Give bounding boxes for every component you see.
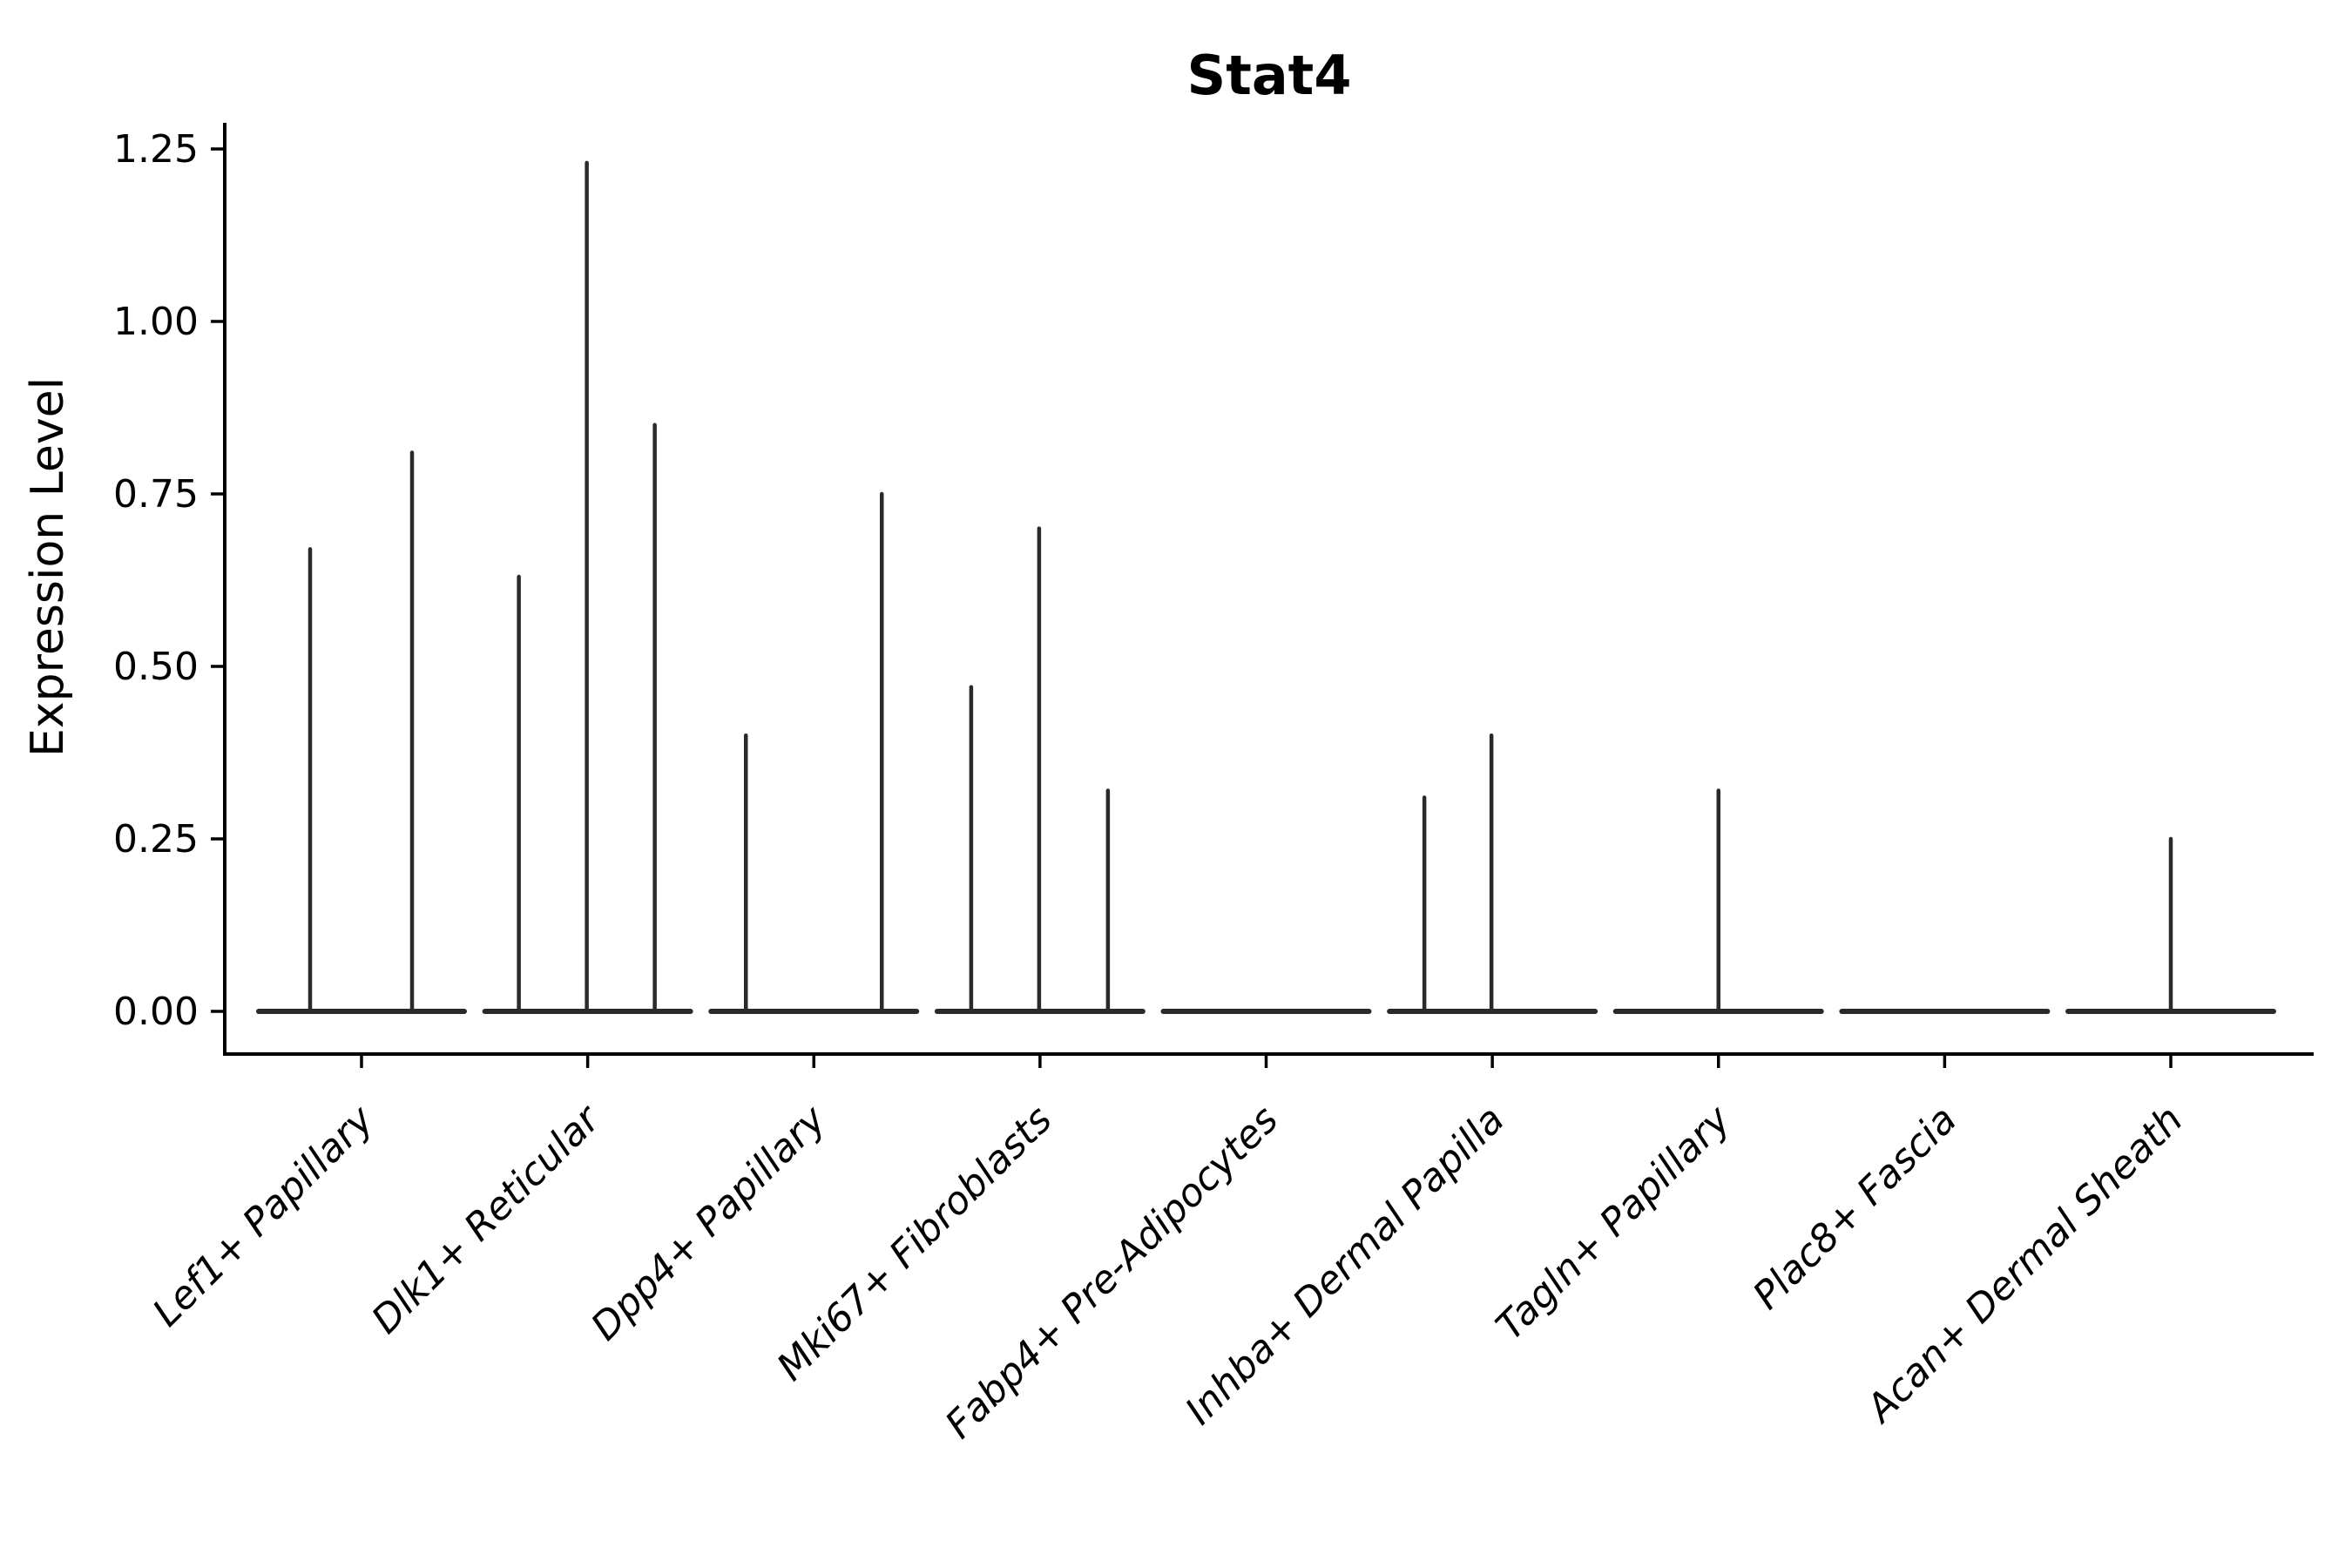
axes-spines: [223, 123, 2314, 1056]
violin-7: [1612, 788, 1824, 1014]
y-tick-label: 0.50: [113, 645, 199, 689]
x-tick-label: Tagln+ Papillary: [1488, 1097, 1740, 1348]
y-axis-label: Expression Level: [22, 377, 74, 757]
y-tick-label: 0.25: [113, 817, 199, 862]
violin-6: [1387, 733, 1598, 1014]
chart-title: Stat4: [1187, 44, 1352, 107]
y-tick-label: 1.00: [113, 300, 199, 344]
violin-9: [2065, 836, 2276, 1014]
y-tick-label: 1.25: [113, 127, 199, 172]
x-tick-label: Lef1+ Papillary: [145, 1097, 383, 1335]
violin-2: [482, 160, 693, 1014]
violin-1: [256, 450, 467, 1014]
x-tick-label: Dlk1+ Reticular: [363, 1096, 610, 1342]
x-tick-label: Plac8+ Fascia: [1745, 1098, 1965, 1318]
y-axis: 0.00 0.25 0.50 0.75 1.00 1.25: [113, 127, 225, 1034]
violin-series: [256, 160, 2276, 1014]
y-tick-label: 0.75: [113, 472, 199, 517]
violin-3: [708, 491, 920, 1014]
y-tick-label: 0.00: [113, 990, 199, 1034]
x-tick-label: Dpp4+ Papillary: [583, 1097, 835, 1349]
violin-4: [934, 526, 1146, 1014]
